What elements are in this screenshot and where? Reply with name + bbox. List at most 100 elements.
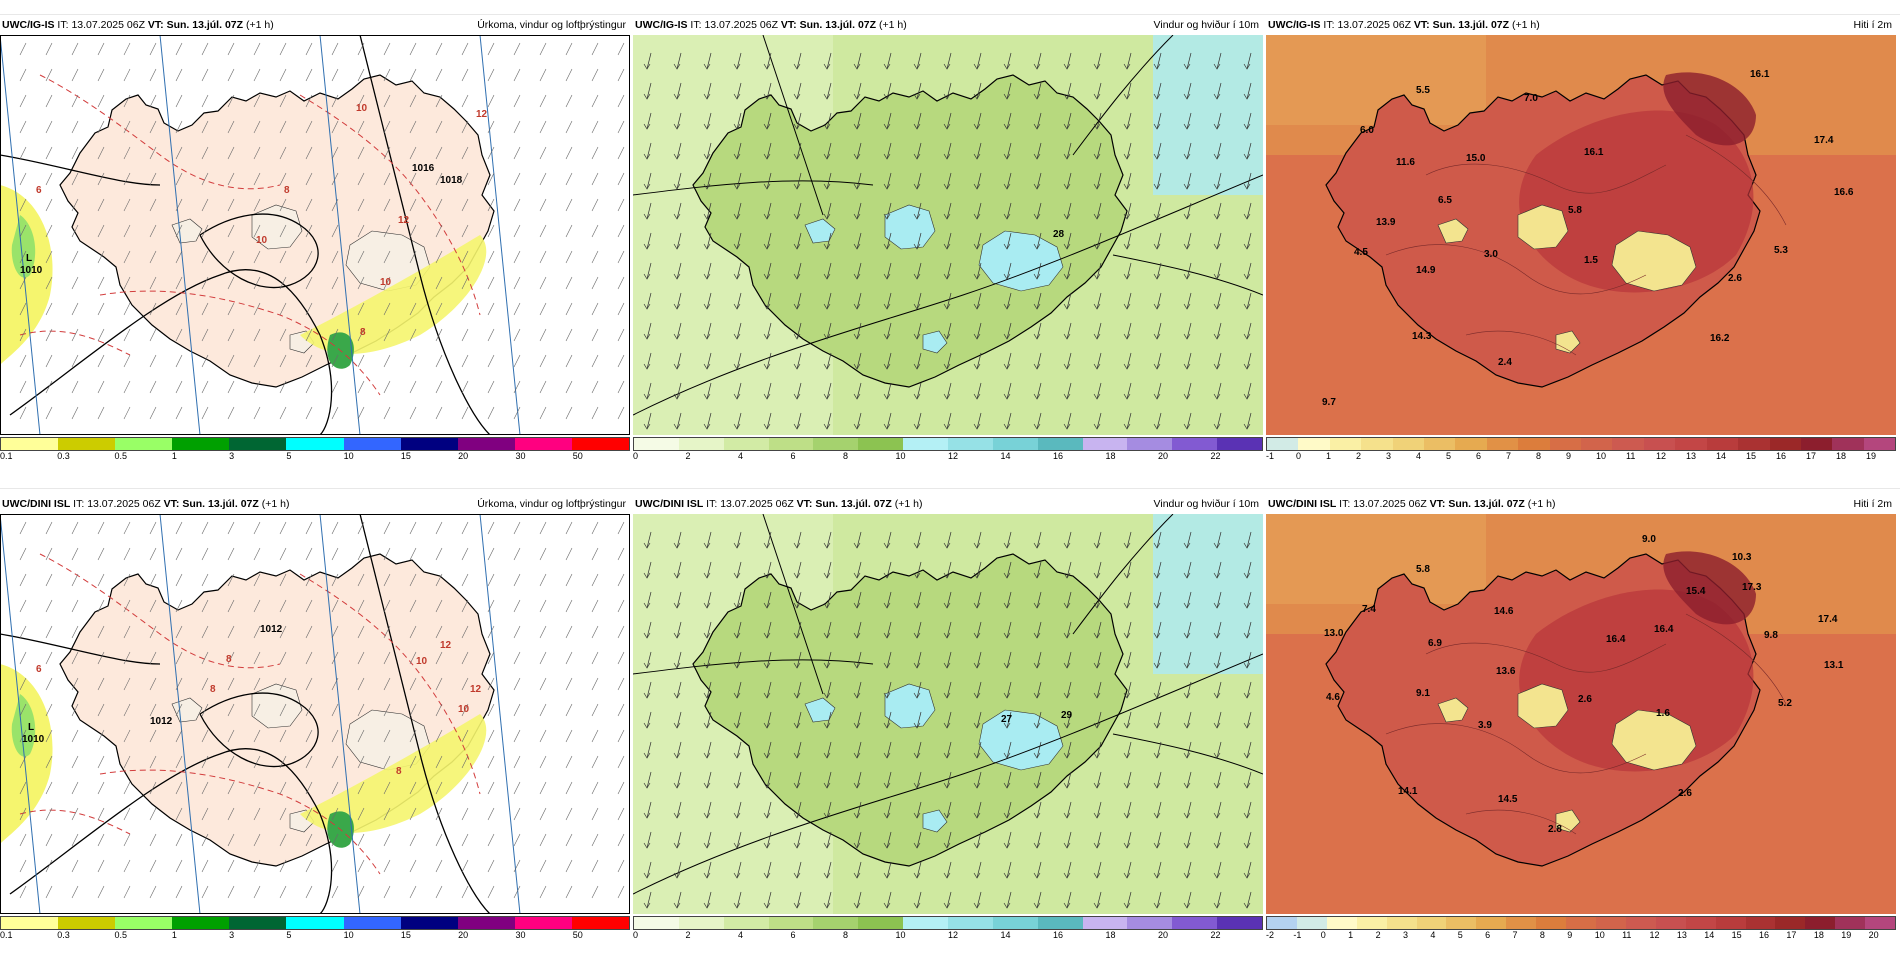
legend-swatch [229, 438, 287, 450]
legend-swatch [1655, 917, 1686, 929]
legend-tick-label: 18 [1836, 451, 1847, 461]
it-value: 13.07.2025 06Z [87, 498, 161, 510]
legend-tick-label: 15 [1746, 451, 1757, 461]
model-name: UWC/IG-IS [1268, 19, 1321, 31]
map-value-label: 3.9 [1478, 720, 1492, 731]
legend-tick-label: 1 [1326, 451, 1332, 461]
vt-label: VT: [163, 498, 180, 510]
map-value-label: 15.0 [1466, 153, 1486, 164]
vt-value: Sun. 13.júl. 07Z [1448, 498, 1525, 510]
panel-temp-igis: UWC/IG-IS IT: 13.07.2025 06Z VT: Sun. 13… [1266, 17, 1896, 482]
legend-tick-label: 20 [1158, 451, 1169, 461]
legend-tick-label: 4 [1416, 451, 1422, 461]
run-info: UWC/DINI ISL IT: 13.07.2025 06Z VT: Sun.… [635, 498, 922, 510]
vt-label: VT: [147, 19, 164, 31]
map-value-label: 14.5 [1498, 794, 1518, 805]
legend-swatch [571, 917, 630, 929]
map-value-label: 5.3 [1774, 245, 1788, 256]
legend-tick-label: 1 [171, 451, 177, 461]
legend-swatch [1612, 438, 1644, 450]
legend-tick-label: 0 [633, 451, 639, 461]
panel-header: UWC/DINI ISL IT: 13.07.2025 06Z VT: Sun.… [633, 498, 1263, 512]
legend-tick-label: 15 [400, 930, 411, 940]
legend-tick-label: 7 [1506, 451, 1512, 461]
legend-tick-label: 50 [572, 451, 583, 461]
map-value-label: 11.6 [1396, 157, 1415, 168]
map-value-label: 10 [356, 103, 368, 114]
legend-swatch [1685, 917, 1716, 929]
model-name: UWC/DINI ISL [2, 498, 71, 510]
legend-swatch [1476, 917, 1507, 929]
variable-title: Vindur og hviður í 10m [1153, 498, 1259, 510]
legend-swatch [903, 917, 949, 929]
panel-precip-igis: UWC/IG-IS IT: 13.07.2025 06Z VT: Sun. 13… [0, 17, 630, 482]
map-value-label: 12 [476, 109, 488, 120]
legend-tick-label: -1 [1266, 451, 1275, 461]
legend-swatch [172, 917, 230, 929]
it-label: IT: [706, 498, 718, 510]
forecast-map: 1010 L 10 12 8 6 1016 1018 10 12 8 10 [0, 35, 630, 435]
legend-tick-label: 10 [343, 930, 354, 940]
map-value-label: 9.0 [1642, 534, 1656, 545]
legend-swatch [1296, 917, 1327, 929]
map-value-label: 6.9 [1428, 638, 1442, 649]
map-value-label: 8 [360, 327, 366, 338]
legend-tick-label: 0 [1320, 930, 1326, 940]
legend-swatch [1745, 917, 1776, 929]
lead-offset: (+1 h) [878, 19, 907, 31]
map-value-label: 1018 [440, 175, 463, 186]
color-legend: -2 -1 0 1 2 3 4 5 6 7 8 9 10 11 12 13 14 15 16 17 18 19 20 [1266, 916, 1896, 940]
map-value-label: 10 [458, 704, 470, 715]
legend-tick-label: 3 [1386, 451, 1392, 461]
map-value-label: 16.2 [1710, 333, 1730, 344]
map-value-label: 1010 [20, 265, 43, 276]
legend-tick-label: 12 [948, 930, 959, 940]
legend-swatch [343, 438, 401, 450]
legend-swatch [634, 438, 679, 450]
legend-swatch [1446, 917, 1477, 929]
panel-header: UWC/DINI ISL IT: 13.07.2025 06Z VT: Sun.… [1266, 498, 1896, 512]
legend-tick-label: 8 [1536, 451, 1542, 461]
map-value-label: 16.4 [1654, 624, 1674, 635]
map-value-label: 27 [1001, 714, 1013, 725]
legend-tick-label: 14 [1704, 930, 1715, 940]
legend-swatch [1715, 917, 1746, 929]
lead-offset: (+1 h) [1527, 498, 1556, 510]
legend-tick-label: 9 [1567, 930, 1573, 940]
map-value-label: 1.5 [1584, 255, 1598, 266]
legend-swatch [723, 917, 769, 929]
legend-tick-label: 20 [458, 930, 469, 940]
map-canvas: 27 29 [633, 514, 1263, 914]
legend-tick-label: 5 [1457, 930, 1463, 940]
legend-swatch [768, 917, 814, 929]
legend-ticks: 0.1 0.3 0.5 1 3 5 10 15 20 30 50 [0, 451, 630, 461]
map-canvas: 28 [633, 35, 1263, 435]
forecast-map: 27 29 [633, 514, 1263, 914]
forecast-map: 16.1 5.5 7.0 6.0 17.4 11.6 15.0 16.1 16.6 6.5 13.9… [1266, 35, 1896, 435]
map-value-label: 12 [398, 215, 410, 226]
panel-header: UWC/DINI ISL IT: 13.07.2025 06Z VT: Sun.… [0, 498, 630, 512]
map-value-label: 14.1 [1398, 786, 1418, 797]
map-value-label: 9.7 [1322, 397, 1336, 408]
legend-swatch [1506, 917, 1537, 929]
legend-bar [633, 437, 1263, 451]
legend-swatch [903, 438, 949, 450]
it-value: 13.07.2025 06Z [720, 498, 794, 510]
map-value-label: 16.4 [1606, 634, 1626, 645]
map-value-label: 13.6 [1496, 666, 1516, 677]
legend-swatch [948, 438, 993, 450]
legend-tick-label: 0 [633, 930, 639, 940]
map-value-label: 8 [226, 654, 232, 665]
legend-swatch [1127, 438, 1173, 450]
legend-tick-label: 10 [895, 451, 906, 461]
map-value-label: 2.6 [1728, 273, 1742, 284]
legend-tick-label: 2 [685, 451, 691, 461]
legend-swatch [115, 917, 173, 929]
map-value-label: 12 [440, 640, 452, 651]
legend-swatch [1037, 438, 1083, 450]
legend-tick-label: 19 [1866, 451, 1877, 461]
legend-tick-label: 16 [1759, 930, 1770, 940]
legend-swatch [1486, 438, 1519, 450]
run-info: UWC/DINI ISL IT: 13.07.2025 06Z VT: Sun.… [1268, 498, 1555, 510]
